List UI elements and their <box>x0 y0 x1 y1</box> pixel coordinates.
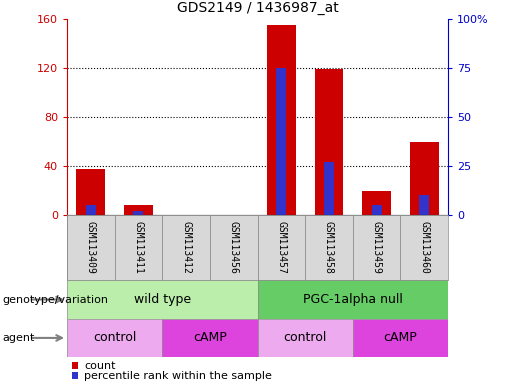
Bar <box>315 70 343 215</box>
Text: cAMP: cAMP <box>384 331 417 344</box>
Bar <box>124 205 152 215</box>
Bar <box>277 68 286 215</box>
Text: control: control <box>93 331 136 344</box>
Text: GSM113409: GSM113409 <box>86 221 96 274</box>
Title: GDS2149 / 1436987_at: GDS2149 / 1436987_at <box>177 2 338 15</box>
Text: cAMP: cAMP <box>193 331 227 344</box>
Bar <box>162 215 210 280</box>
Bar <box>67 215 115 280</box>
Text: GSM113460: GSM113460 <box>419 221 429 274</box>
Text: agent: agent <box>3 333 35 343</box>
Bar <box>353 319 448 357</box>
Text: GSM113456: GSM113456 <box>229 221 238 274</box>
Text: count: count <box>84 361 116 371</box>
Bar <box>410 142 439 215</box>
Bar <box>162 319 258 357</box>
Bar <box>133 211 143 215</box>
Bar <box>353 215 401 280</box>
Bar <box>76 169 105 215</box>
Text: GSM113457: GSM113457 <box>277 221 286 274</box>
Text: PGC-1alpha null: PGC-1alpha null <box>303 293 403 306</box>
Bar <box>86 205 96 215</box>
Text: GSM113412: GSM113412 <box>181 221 191 274</box>
Text: GSM113459: GSM113459 <box>372 221 382 274</box>
Bar <box>305 215 353 280</box>
Bar <box>324 162 334 215</box>
Bar <box>258 215 305 280</box>
Text: GSM113458: GSM113458 <box>324 221 334 274</box>
Text: percentile rank within the sample: percentile rank within the sample <box>84 371 272 381</box>
Bar <box>114 215 162 280</box>
Text: genotype/variation: genotype/variation <box>3 295 109 305</box>
Text: GSM113411: GSM113411 <box>133 221 143 274</box>
Bar <box>258 319 353 357</box>
Bar <box>419 195 429 215</box>
Bar <box>401 215 448 280</box>
Text: wild type: wild type <box>134 293 191 306</box>
Bar <box>258 280 448 319</box>
Bar <box>67 319 162 357</box>
Bar <box>363 190 391 215</box>
Bar <box>210 215 258 280</box>
Bar <box>372 205 382 215</box>
Bar <box>267 25 296 215</box>
Bar <box>67 280 258 319</box>
Text: control: control <box>283 331 327 344</box>
